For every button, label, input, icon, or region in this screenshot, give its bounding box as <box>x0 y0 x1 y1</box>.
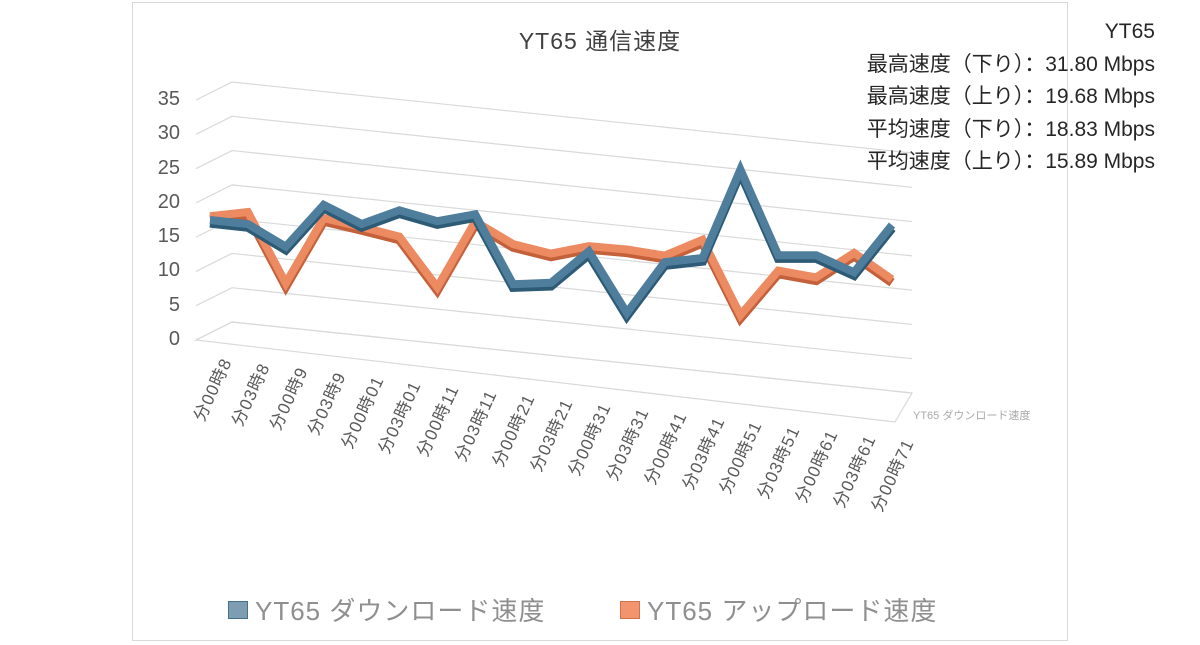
series-axis-label: YT65 ダウンロード速度 <box>913 410 1031 422</box>
download-series-line <box>209 159 896 321</box>
gridline <box>195 81 913 154</box>
chart-title: YT65 通信速度 <box>518 28 682 54</box>
upload-series-line <box>209 207 895 323</box>
y-axis-tick-label: 5 <box>168 293 180 316</box>
gridline <box>195 115 913 188</box>
y-axis-tick-label: 15 <box>157 225 180 248</box>
gridline <box>195 184 913 257</box>
gridline <box>195 252 913 326</box>
legend-swatch <box>228 600 248 619</box>
stats-line: 最高速度（下り）：31.80 Mbps <box>866 52 1155 76</box>
chart-floor <box>193 321 913 423</box>
stats-line: 平均速度（上り）：15.89 Mbps <box>866 150 1155 173</box>
legend-item: YT65 ダウンロード速度 <box>228 591 545 628</box>
y-axis-tick-label: 10 <box>157 259 180 282</box>
stats-line: 平均速度（下り）：18.83 Mbps <box>866 117 1155 141</box>
legend-label: YT65 アップロード速度 <box>647 596 938 626</box>
y-axis-tick-label: 20 <box>157 190 180 213</box>
stats-panel: YT65 最高速度（下り）：31.80 Mbps 最高速度（上り）：19.68 M… <box>867 16 1155 179</box>
chart-card <box>132 2 1068 641</box>
legend-swatch <box>620 600 640 619</box>
legend-item: YT65 アップロード速度 <box>620 591 937 628</box>
stats-lines: 最高速度（下り）：31.80 Mbps 最高速度（上り）：19.68 Mbps 平均… <box>867 49 1155 179</box>
y-axis-tick-label: 0 <box>168 328 180 350</box>
gridline <box>195 287 913 360</box>
y-axis-tick-label: 30 <box>157 122 180 145</box>
stats-line: 最高速度（上り）：19.68 Mbps <box>866 85 1155 108</box>
legend-label: YT65 ダウンロード速度 <box>255 596 546 626</box>
y-axis-tick-label: 25 <box>157 156 180 179</box>
stats-heading: YT65 <box>1104 20 1155 43</box>
y-axis-tick-label: 35 <box>157 88 180 110</box>
gridline <box>195 149 913 223</box>
